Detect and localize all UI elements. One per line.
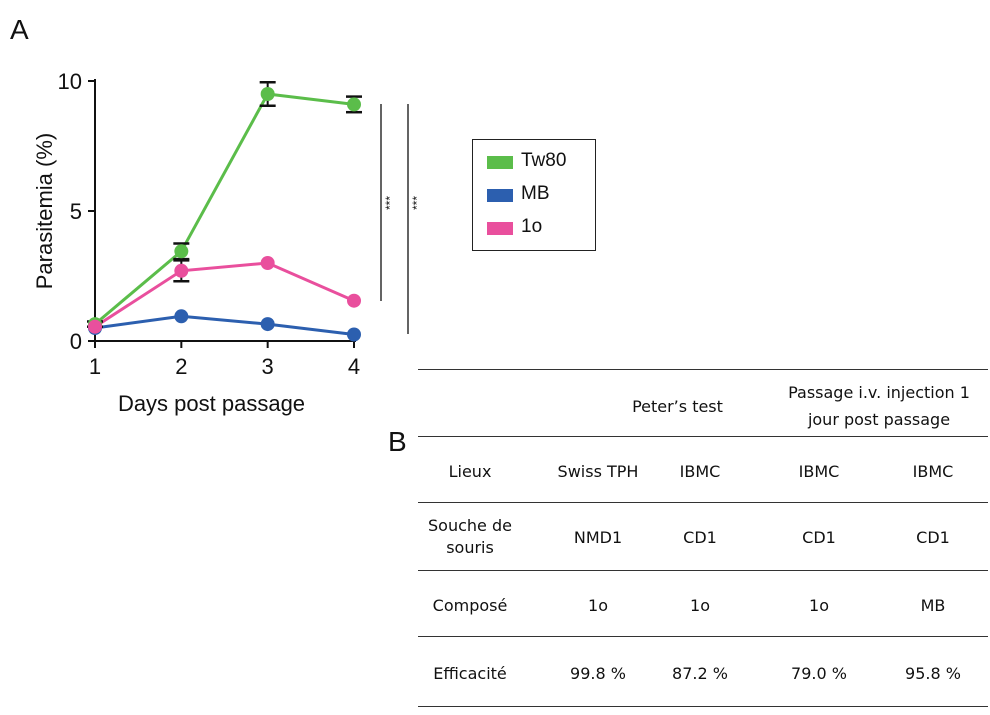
legend-label-mb: MB	[521, 183, 550, 204]
y-tick-label: 10	[58, 69, 82, 94]
table-rule-top	[418, 369, 988, 370]
row-label-lieux: Lieux	[448, 462, 492, 481]
table-cell: 1o	[690, 596, 710, 615]
panel-b-label: B	[388, 426, 407, 457]
table-rule-row-1	[418, 502, 988, 503]
x-tick-label: 3	[262, 354, 274, 379]
table-cell: IBMC	[798, 462, 840, 481]
data-point-series-2	[174, 263, 189, 278]
row-label-souche-line-2: souris	[446, 538, 494, 557]
table-cell: MB	[920, 596, 946, 615]
row-label-compose: Composé	[432, 596, 508, 615]
data-point-series-1	[174, 309, 189, 324]
legend-label-1o: 1o	[521, 216, 543, 237]
panel-a-label: A	[10, 14, 29, 45]
table-cell: 87.2 %	[672, 664, 728, 683]
data-point-series-2	[88, 319, 102, 334]
table-cell: 99.8 %	[570, 664, 626, 683]
data-point-series-1	[347, 327, 361, 342]
group-header-passage-line-1: Passage i.v. injection 1	[788, 383, 970, 402]
significance-label: ***	[410, 196, 424, 210]
data-point-series-1	[260, 317, 275, 332]
table-cell: CD1	[916, 528, 950, 547]
table-cell: NMD1	[573, 528, 623, 547]
table-cell: 1o	[809, 596, 829, 615]
x-tick-label: 4	[348, 354, 360, 379]
table-cell: IBMC	[912, 462, 954, 481]
x-tick-label: 2	[175, 354, 187, 379]
data-point-series-2	[260, 256, 275, 270]
y-tick-label: 5	[70, 199, 82, 224]
table-rule-header	[418, 436, 988, 437]
data-point-series-0	[347, 97, 361, 112]
chart-legend: Tw80 MB 1o	[472, 139, 596, 251]
table-cell: 79.0 %	[791, 664, 847, 683]
data-point-series-0	[174, 244, 189, 259]
legend-label-tw80: Tw80	[521, 150, 567, 171]
y-tick-label: 0	[70, 329, 82, 354]
x-tick-label: 1	[89, 354, 101, 379]
row-label-souche-line-1: Souche de	[428, 516, 512, 535]
legend-swatch-1o	[487, 222, 513, 235]
series-line-1	[94, 314, 355, 336]
table-cell: CD1	[802, 528, 836, 547]
legend-swatch-tw80	[487, 156, 513, 169]
table-rule-bottom	[418, 706, 988, 707]
group-header-passage-line-2: jour post passage	[807, 410, 951, 429]
table-cell: 95.8 %	[905, 664, 961, 683]
series-line-0	[94, 92, 355, 326]
series-line-2	[94, 261, 355, 328]
data-point-series-2	[347, 293, 361, 308]
group-header-peters-test: Peter’s test	[632, 397, 723, 416]
data-point-series-0	[260, 87, 275, 101]
y-axis-title: Parasitemia (%)	[32, 132, 57, 290]
legend-swatch-mb	[487, 189, 513, 202]
table-cell: CD1	[683, 528, 717, 547]
table-cell: IBMC	[679, 462, 721, 481]
table-cell: 1o	[588, 596, 608, 615]
x-axis-title: Days post passage	[117, 391, 306, 416]
significance-label: ***	[383, 196, 397, 210]
table-cell: Swiss TPH	[557, 462, 639, 481]
table-rule-row-3	[418, 636, 988, 637]
table-rule-row-2	[418, 570, 988, 571]
row-label-efficacite: Efficacité	[433, 664, 507, 683]
